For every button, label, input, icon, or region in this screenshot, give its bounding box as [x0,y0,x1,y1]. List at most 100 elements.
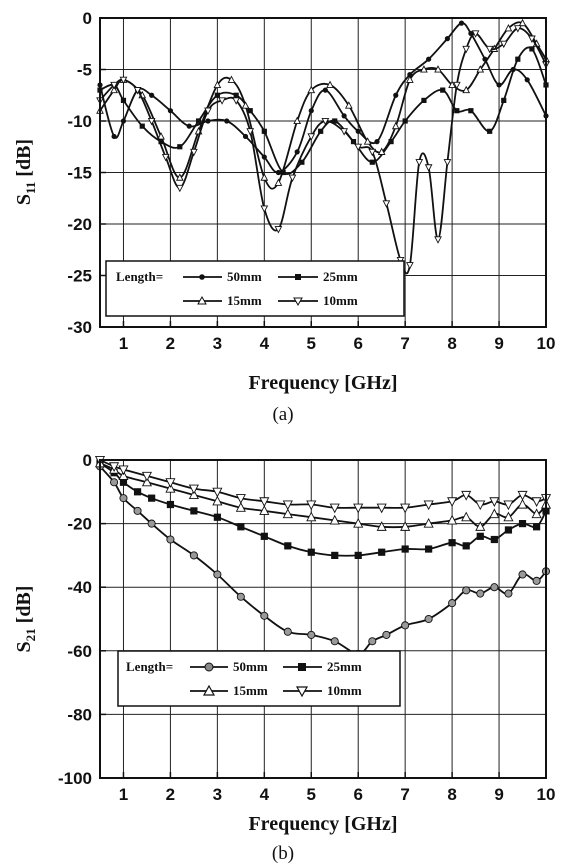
marker-dot [275,169,281,176]
panel-b-legend-entry-50mm: 50mm [190,659,268,674]
marker-square [462,542,470,550]
marker-triangle-down [499,40,508,49]
marker-triangle-down [218,97,226,105]
panel-a-legend-entry-15mm: 15mm [183,293,262,308]
marker-triangle-down [147,117,156,126]
x-tick-label: 9 [494,334,503,353]
marker-triangle-down [118,465,129,476]
marker-square [529,46,535,52]
marker-triangle-down [353,503,364,514]
marker-triangle-up [274,178,283,186]
marker-triangle-down [513,25,522,33]
x-tick-label: 5 [307,334,316,353]
marker-triangle-down [443,159,452,167]
marker-square [402,118,408,124]
marker-triangle-up [363,137,372,145]
marker-triangle-down [354,143,363,152]
series-15mm [96,18,550,190]
marker-triangle-down [462,45,471,54]
legend-marker-triangle-down [293,297,303,307]
marker-circle-cross [119,494,128,503]
marker-square [425,545,433,553]
marker-square [237,523,245,531]
panel-b-legend-entry-25mm: 25mm [283,659,362,674]
marker-circle-cross [448,599,457,608]
marker-square [214,92,220,98]
panel-a-legend-box [105,260,405,317]
marker-triangle-down [190,148,198,157]
marker-circle-cross [532,576,541,585]
panel-b-legend-entry-15mm: 15mm [190,683,268,698]
marker-triangle-up [461,511,472,522]
marker-circle-cross [236,592,245,601]
marker-triangle-down [376,503,387,514]
marker-square [133,488,142,496]
marker-square [501,97,507,103]
marker-triangle-down [489,497,500,507]
marker-triangle-down [110,81,118,90]
x-tick-label: 5 [307,785,316,804]
marker-triangle-up [462,85,471,94]
marker-circle-cross [401,621,410,630]
legend-marker-dot [199,274,205,280]
marker-triangle-down [528,35,536,43]
marker-triangle-down [288,174,297,183]
x-tick-label: 2 [166,334,175,353]
marker-triangle-up [141,476,153,487]
y-tick-label: -60 [67,642,92,661]
marker-triangle-down [259,497,270,507]
marker-triangle-down [321,117,330,126]
marker-dot [426,56,432,62]
y-tick-label: -100 [58,769,92,788]
panel-b: 1 2 3 4 5 6 7 8 9 10 0 -20 -40 -60 -80 -100 S21 [dB] Fr… [13,451,555,864]
marker-circle-cross [189,551,198,560]
marker-square [213,513,221,521]
marker-square [487,128,493,134]
marker-circle-cross [307,630,316,639]
x-tick-label: 7 [400,785,409,804]
legend-label: 25mm [327,659,362,674]
marker-triangle-up [188,489,199,500]
marker-square [476,532,484,540]
marker-dot [496,82,502,88]
panel-a-ylabel-text: S11 [dB] [13,139,38,205]
marker-triangle-up [175,173,184,181]
marker-dot [205,118,211,124]
panel-b-frame [99,459,547,779]
panel-b-ticks: 1 2 3 4 5 6 7 8 9 10 0 -20 -40 -60 -80 -100 [58,451,555,804]
marker-triangle-down [307,133,316,141]
marker-square [401,545,409,553]
panel-a: 1 2 3 4 5 6 7 8 9 10 0 -5 -10 -15 -20 -25 -30 S11 [dB] F… [13,9,555,425]
marker-triangle-up [377,147,386,155]
marker-triangle-up [260,173,269,181]
marker-triangle-down [165,478,176,488]
marker-circle-cross [504,589,513,598]
marker-square [148,494,156,502]
marker-circle-cross [330,637,339,646]
marker-triangle-up [293,116,302,125]
marker-square [177,144,183,150]
marker-circle-cross [260,611,269,620]
marker-triangle-down [235,494,246,504]
marker-triangle-up [306,511,317,522]
marker-triangle-down [485,45,494,54]
y-tick-label: -30 [67,318,92,337]
series-50mm [97,20,549,176]
marker-square [190,507,198,515]
marker-dot [524,77,530,83]
marker-dot [149,92,155,98]
marker-triangle-down [461,490,472,501]
marker-triangle-up [326,80,334,88]
marker-triangle-down [141,471,153,482]
series-10mm [94,455,552,514]
marker-square [332,118,338,124]
marker-triangle-up [518,18,527,27]
x-tick-label: 3 [213,785,222,804]
marker-square [518,520,527,528]
marker-triangle-down [188,484,199,495]
marker-triangle-down [329,503,340,514]
marker-triangle-down [161,154,170,162]
y-tick-label: -20 [67,215,92,234]
marker-triangle-down [260,205,269,213]
legend-label: 10mm [323,293,358,308]
